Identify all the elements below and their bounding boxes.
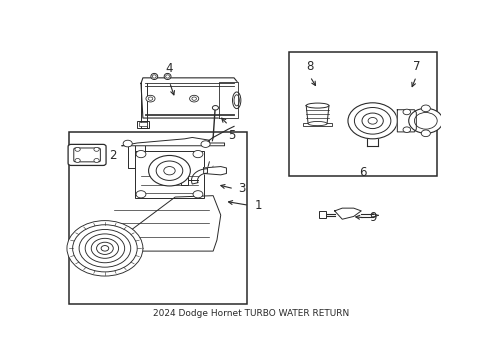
Bar: [303, 123, 332, 126]
Polygon shape: [141, 78, 238, 118]
Text: 4: 4: [166, 62, 173, 75]
Circle shape: [354, 108, 391, 134]
Circle shape: [67, 221, 143, 276]
Circle shape: [91, 238, 119, 258]
Text: 6: 6: [359, 166, 367, 179]
FancyBboxPatch shape: [74, 148, 100, 162]
Circle shape: [97, 242, 113, 255]
Polygon shape: [335, 208, 361, 219]
Circle shape: [403, 109, 411, 115]
Circle shape: [403, 127, 411, 132]
Text: 3: 3: [239, 182, 246, 195]
Circle shape: [136, 191, 146, 198]
Bar: [135, 151, 204, 198]
Polygon shape: [204, 167, 226, 175]
Circle shape: [212, 105, 219, 110]
Circle shape: [190, 95, 199, 102]
Circle shape: [148, 97, 153, 100]
Polygon shape: [397, 110, 416, 132]
Bar: [319, 211, 326, 218]
Ellipse shape: [164, 73, 171, 80]
Polygon shape: [306, 105, 329, 123]
Bar: [139, 122, 147, 126]
Circle shape: [421, 130, 430, 136]
Circle shape: [201, 141, 210, 148]
Bar: [181, 175, 188, 185]
Text: 2024 Dodge Hornet TURBO WATER RETURN: 2024 Dodge Hornet TURBO WATER RETURN: [153, 309, 349, 318]
Circle shape: [192, 97, 196, 100]
Circle shape: [146, 95, 155, 102]
Bar: [69, 132, 247, 304]
Ellipse shape: [306, 103, 329, 108]
Ellipse shape: [151, 73, 158, 80]
Ellipse shape: [166, 75, 170, 78]
Circle shape: [415, 112, 437, 129]
Ellipse shape: [233, 92, 241, 109]
Circle shape: [94, 158, 99, 162]
Polygon shape: [103, 195, 220, 251]
Circle shape: [368, 117, 377, 124]
Circle shape: [94, 148, 99, 151]
Bar: [137, 121, 148, 128]
Text: 2: 2: [109, 149, 117, 162]
Circle shape: [348, 103, 397, 139]
Circle shape: [409, 108, 443, 133]
Circle shape: [75, 148, 80, 151]
Circle shape: [193, 191, 203, 198]
Circle shape: [193, 150, 203, 158]
Circle shape: [79, 229, 131, 267]
Circle shape: [85, 234, 124, 263]
Circle shape: [362, 113, 383, 129]
FancyBboxPatch shape: [68, 144, 106, 166]
Bar: [289, 51, 437, 176]
Circle shape: [123, 140, 132, 147]
Circle shape: [421, 105, 430, 112]
Polygon shape: [219, 82, 238, 118]
Ellipse shape: [308, 122, 327, 126]
Circle shape: [156, 161, 183, 180]
Text: 7: 7: [413, 60, 420, 73]
Circle shape: [148, 156, 190, 186]
Text: 5: 5: [228, 129, 236, 142]
Text: 9: 9: [369, 211, 377, 224]
Circle shape: [101, 246, 109, 251]
Ellipse shape: [152, 75, 156, 78]
Circle shape: [164, 167, 175, 175]
Ellipse shape: [234, 95, 239, 106]
Polygon shape: [192, 169, 207, 184]
Polygon shape: [122, 138, 224, 146]
Circle shape: [136, 150, 146, 158]
Circle shape: [73, 225, 137, 272]
Circle shape: [75, 158, 80, 162]
Text: 1: 1: [255, 199, 263, 212]
Text: 8: 8: [306, 60, 314, 73]
